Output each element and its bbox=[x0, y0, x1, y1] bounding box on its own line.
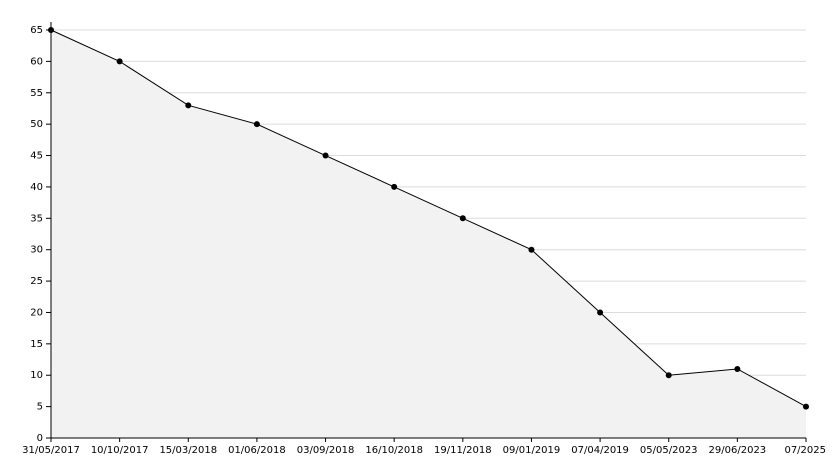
marker bbox=[391, 183, 398, 190]
area-fill bbox=[51, 30, 806, 438]
x-tick-label: 03/09/2018 bbox=[297, 445, 355, 456]
marker bbox=[185, 102, 192, 109]
marker bbox=[734, 365, 741, 372]
x-tick-label: 10/10/2017 bbox=[91, 445, 149, 456]
y-tick-label: 0 bbox=[37, 433, 43, 444]
y-tick-label: 15 bbox=[30, 339, 43, 350]
y-tick-label: 65 bbox=[30, 25, 43, 36]
marker bbox=[665, 372, 672, 379]
y-tick-label: 5 bbox=[37, 402, 43, 413]
x-tick-label: 09/01/2019 bbox=[503, 445, 561, 456]
y-tick-label: 30 bbox=[30, 245, 43, 256]
marker bbox=[528, 246, 535, 253]
y-tick-label: 45 bbox=[30, 151, 43, 162]
y-tick-label: 25 bbox=[30, 276, 43, 287]
marker bbox=[116, 58, 123, 65]
marker bbox=[803, 403, 809, 410]
y-tick-label: 40 bbox=[30, 182, 43, 193]
marker bbox=[253, 121, 260, 128]
x-tick-label: 15/03/2018 bbox=[159, 445, 217, 456]
x-tick-label: 07/2025 bbox=[784, 445, 826, 456]
x-tick-label: 29/06/2023 bbox=[709, 445, 767, 456]
x-tick-label: 19/11/2018 bbox=[434, 445, 492, 456]
marker bbox=[597, 309, 604, 316]
y-tick-label: 20 bbox=[30, 307, 43, 318]
x-tick-label: 05/05/2023 bbox=[640, 445, 698, 456]
x-tick-label: 31/05/2017 bbox=[22, 445, 80, 456]
line bbox=[50, 29, 807, 408]
x-tick-label: 07/04/2019 bbox=[571, 445, 629, 456]
y-tick-label: 60 bbox=[30, 56, 43, 67]
y-tick-label: 35 bbox=[30, 213, 43, 224]
y-tick-label: 55 bbox=[30, 88, 43, 99]
x-tick-label: 16/10/2018 bbox=[365, 445, 423, 456]
y-tick-label: 10 bbox=[30, 370, 43, 381]
marker bbox=[322, 152, 329, 159]
x-tick-label: 01/06/2018 bbox=[228, 445, 286, 456]
y-tick-label: 50 bbox=[30, 119, 43, 130]
marker bbox=[459, 215, 466, 222]
